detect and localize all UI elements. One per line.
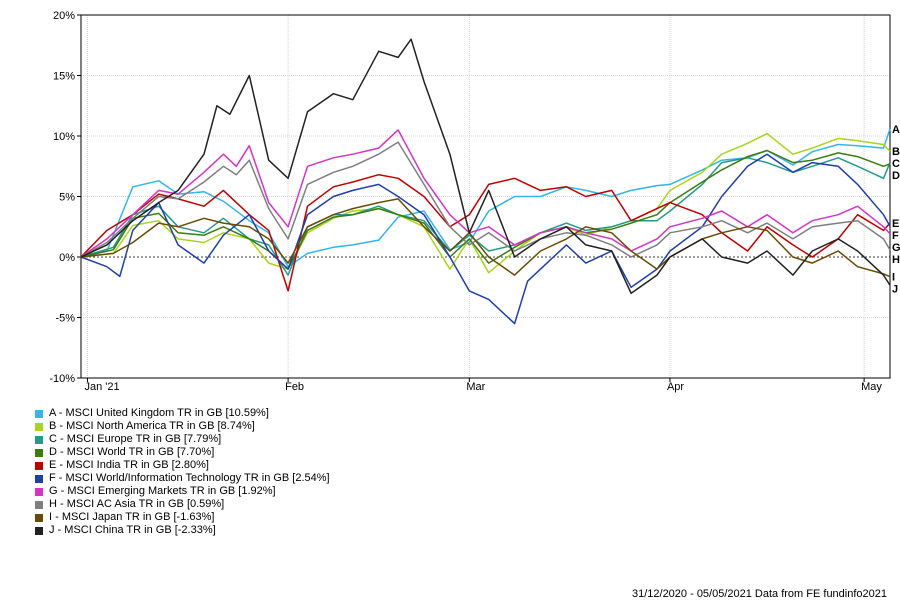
- y-tick-label: -5%: [55, 313, 75, 325]
- y-tick-label: 0%: [59, 252, 75, 264]
- data-source-footer: 31/12/2020 - 05/05/2021 Data from FE fun…: [631, 588, 887, 600]
- series-end-label: E: [892, 218, 899, 230]
- x-tick-label: Feb: [285, 381, 304, 393]
- series-end-label: A: [892, 124, 900, 136]
- series-end-label: J: [892, 284, 898, 296]
- legend-swatch: [35, 461, 43, 470]
- legend-item: A - MSCI United Kingdom TR in GB [10.59%…: [35, 407, 330, 420]
- x-tick-label: Mar: [466, 381, 485, 393]
- legend-label: H - MSCI AC Asia TR in GB [0.59%]: [49, 498, 225, 510]
- legend-label: A - MSCI United Kingdom TR in GB [10.59%…: [49, 407, 269, 419]
- legend-swatch: [35, 448, 43, 457]
- series-line-h: [80, 141, 891, 258]
- y-tick-label: -10%: [49, 373, 75, 385]
- legend-label: E - MSCI India TR in GB [2.80%]: [49, 459, 209, 471]
- legend-swatch: [35, 487, 43, 496]
- series-end-label: B: [892, 146, 900, 158]
- series-end-label: F: [892, 230, 899, 242]
- legend-item: C - MSCI Europe TR in GB [7.79%]: [35, 433, 330, 446]
- series-line-f: [80, 153, 891, 325]
- line-chart: 20% 15% 10% 5% 0% -5% -10% Jan '21 Feb Mar Apr May A…: [49, 10, 900, 393]
- series-end-label: G: [892, 242, 900, 254]
- legend-label: J - MSCI China TR in GB [-2.33%]: [49, 524, 216, 536]
- legend-item: B - MSCI North America TR in GB [8.74%]: [35, 420, 330, 433]
- series-end-label: H: [892, 254, 900, 266]
- series-line-d: [80, 149, 891, 270]
- legend-label: I - MSCI Japan TR in GB [-1.63%]: [49, 511, 215, 523]
- legend-swatch: [35, 422, 43, 431]
- legend-item: G - MSCI Emerging Markets TR in GB [1.92…: [35, 485, 330, 498]
- series-line-j: [80, 38, 891, 295]
- x-tick-label: Apr: [667, 381, 684, 393]
- series-line-b: [80, 132, 891, 274]
- y-tick-label: 10%: [53, 131, 75, 143]
- y-tick-label: 5%: [59, 192, 75, 204]
- legend-swatch: [35, 513, 43, 522]
- series-end-label: I: [892, 272, 895, 284]
- legend-item: H - MSCI AC Asia TR in GB [0.59%]: [35, 498, 330, 511]
- legend-label: G - MSCI Emerging Markets TR in GB [1.92…: [49, 485, 276, 497]
- legend-item: I - MSCI Japan TR in GB [-1.63%]: [35, 511, 330, 524]
- legend-label: C - MSCI Europe TR in GB [7.79%]: [49, 433, 222, 445]
- x-tick-label: Jan '21: [84, 381, 119, 393]
- legend-swatch: [35, 409, 43, 418]
- legend-label: B - MSCI North America TR in GB [8.74%]: [49, 420, 255, 432]
- y-tick-label: 15%: [53, 71, 75, 83]
- plot-frame: [80, 14, 891, 379]
- legend-item: J - MSCI China TR in GB [-2.33%]: [35, 524, 330, 537]
- legend-item: D - MSCI World TR in GB [7.70%]: [35, 446, 330, 459]
- series-end-label: D: [892, 170, 900, 182]
- legend-item: F - MSCI World/Information Technology TR…: [35, 472, 330, 485]
- legend-label: D - MSCI World TR in GB [7.70%]: [49, 446, 215, 458]
- x-tick-label: May: [861, 381, 882, 393]
- legend-swatch: [35, 526, 43, 535]
- legend-swatch: [35, 500, 43, 509]
- series-line-g: [80, 129, 891, 258]
- series-end-label: C: [892, 158, 900, 170]
- legend-swatch: [35, 435, 43, 444]
- series-line-i: [80, 198, 891, 278]
- series-line-c: [80, 157, 891, 276]
- legend-swatch: [35, 474, 43, 483]
- chart-legend: A - MSCI United Kingdom TR in GB [10.59%…: [35, 407, 330, 537]
- series-line-e: [80, 173, 891, 292]
- y-tick-label: 20%: [53, 10, 75, 22]
- legend-label: F - MSCI World/Information Technology TR…: [49, 472, 330, 484]
- legend-item: E - MSCI India TR in GB [2.80%]: [35, 459, 330, 472]
